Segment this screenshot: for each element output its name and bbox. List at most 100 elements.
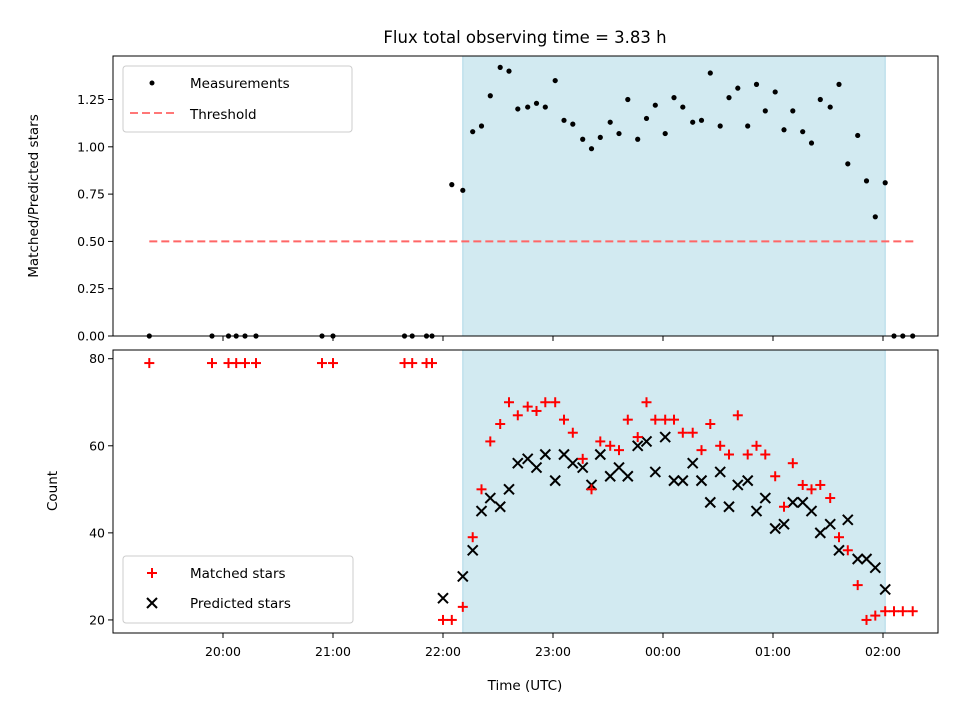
predicted-star-point xyxy=(512,457,524,469)
matched-star-point xyxy=(852,580,863,591)
y-tick-label: 0.00 xyxy=(77,329,105,344)
x-tick-label: 22:00 xyxy=(425,644,461,659)
matched-star-point xyxy=(834,532,844,543)
matched-star-point xyxy=(407,358,418,369)
matched-star-point xyxy=(605,440,616,451)
measurement-point xyxy=(845,161,851,167)
top-y-axis-label: Matched/Predicted stars xyxy=(26,114,42,277)
measurement-point xyxy=(707,70,713,76)
measurement-point xyxy=(497,64,503,70)
measurement-point xyxy=(570,121,576,127)
measurement-point xyxy=(808,140,815,146)
measurement-point xyxy=(762,108,768,114)
predicted-star-point xyxy=(805,505,818,517)
predicted-star-point xyxy=(741,474,754,487)
x-tick-label: 21:00 xyxy=(315,644,351,659)
legend-measurements-label: Measurements xyxy=(190,76,290,92)
matched-star-point xyxy=(779,501,789,512)
matched-star-point xyxy=(231,358,242,369)
x-tick-label: 02:00 xyxy=(865,644,901,659)
predicted-star-point xyxy=(714,466,726,478)
bottom-y-ticks: 20 40 60 80 xyxy=(89,351,113,627)
x-tick-label: 00:00 xyxy=(645,644,681,659)
matched-star-point xyxy=(577,453,588,464)
matched-star-point xyxy=(504,397,514,408)
matched-star-point xyxy=(650,414,661,425)
predicted-star-point xyxy=(659,431,671,443)
matched-star-point xyxy=(825,493,836,504)
top-y-ticks: 0.00 0.25 0.50 0.75 1.00 1.25 xyxy=(77,92,113,344)
matched-star-point xyxy=(742,449,753,460)
y-tick-label: 60 xyxy=(89,438,105,453)
matched-star-point xyxy=(495,419,506,430)
predicted-star-point xyxy=(833,544,845,556)
matched-star-point xyxy=(522,401,533,412)
matched-star-point xyxy=(622,414,633,425)
legend-measurements-marker xyxy=(149,80,155,86)
matched-star-point xyxy=(614,445,624,456)
predicted-star-point xyxy=(796,496,809,509)
matched-star-point xyxy=(889,606,899,617)
predicted-star-point xyxy=(860,553,873,565)
x-tick-label: 23:00 xyxy=(535,644,571,659)
predicted-star-point xyxy=(503,483,515,496)
matched-star-point xyxy=(677,427,688,438)
measurement-point xyxy=(836,81,842,87)
y-tick-label: 40 xyxy=(89,525,105,540)
measurement-point xyxy=(616,130,622,137)
matched-star-point xyxy=(815,479,826,490)
measurement-point xyxy=(753,81,760,87)
measurement-point xyxy=(580,136,586,142)
predicted-star-point xyxy=(668,474,680,487)
matched-star-point xyxy=(842,545,853,556)
measurement-point xyxy=(882,180,888,186)
predicted-star-point xyxy=(576,461,589,474)
matched-star-point xyxy=(317,358,327,369)
matched-star-point xyxy=(732,410,743,421)
predicted-star-point xyxy=(457,570,469,583)
matched-star-point xyxy=(540,397,551,408)
x-tick-label: 01:00 xyxy=(755,644,791,659)
predicted-star-point xyxy=(622,470,634,482)
matched-star-point xyxy=(240,358,250,369)
predicted-star-point xyxy=(824,518,836,530)
predicted-star-point xyxy=(686,457,699,469)
measurement-point xyxy=(643,115,650,122)
measurement-point xyxy=(533,100,540,106)
matched-star-point xyxy=(696,445,707,456)
predicted-star-point xyxy=(842,514,854,526)
matched-star-point xyxy=(207,358,217,369)
matched-star-point xyxy=(586,484,597,495)
measurement-point xyxy=(671,95,677,101)
predicted-star-point xyxy=(704,496,717,509)
predicted-star-point xyxy=(695,474,708,487)
measurement-point xyxy=(800,129,806,135)
y-tick-label: 0.25 xyxy=(77,281,105,296)
matched-star-point xyxy=(595,436,606,447)
predicted-star-point xyxy=(539,448,552,461)
top-panel: 0.00 0.25 0.50 0.75 1.00 1.25 Matched/Predict… xyxy=(26,55,939,344)
bottom-panel: 20 40 60 80 20:00 21:00 22:00 23:00 00:00 01:00 0… xyxy=(45,349,939,694)
top-legend: Measurements Threshold xyxy=(122,65,353,133)
y-tick-label: 0.50 xyxy=(77,234,105,249)
measurement-point xyxy=(625,96,631,103)
predicted-star-point xyxy=(613,461,625,474)
predicted-star-point xyxy=(814,527,827,539)
predicted-star-point xyxy=(437,592,449,604)
predicted-star-point xyxy=(677,474,689,487)
matched-star-point xyxy=(641,397,652,408)
predicted-star-point xyxy=(475,505,488,517)
matched-star-point xyxy=(559,414,569,425)
predicted-star-point xyxy=(778,518,790,530)
bottom-x-ticks: 20:00 21:00 22:00 23:00 00:00 01:00 02:00 xyxy=(205,633,901,659)
measurement-point xyxy=(817,96,823,103)
legend-predicted-marker xyxy=(146,597,158,609)
predicted-star-point xyxy=(466,544,479,556)
matched-star-point xyxy=(446,614,457,625)
predicted-star-point xyxy=(649,466,662,478)
legend-matched-marker xyxy=(147,568,157,578)
measurement-point xyxy=(588,146,595,152)
matched-star-point xyxy=(705,419,716,430)
measurement-point xyxy=(698,117,705,123)
